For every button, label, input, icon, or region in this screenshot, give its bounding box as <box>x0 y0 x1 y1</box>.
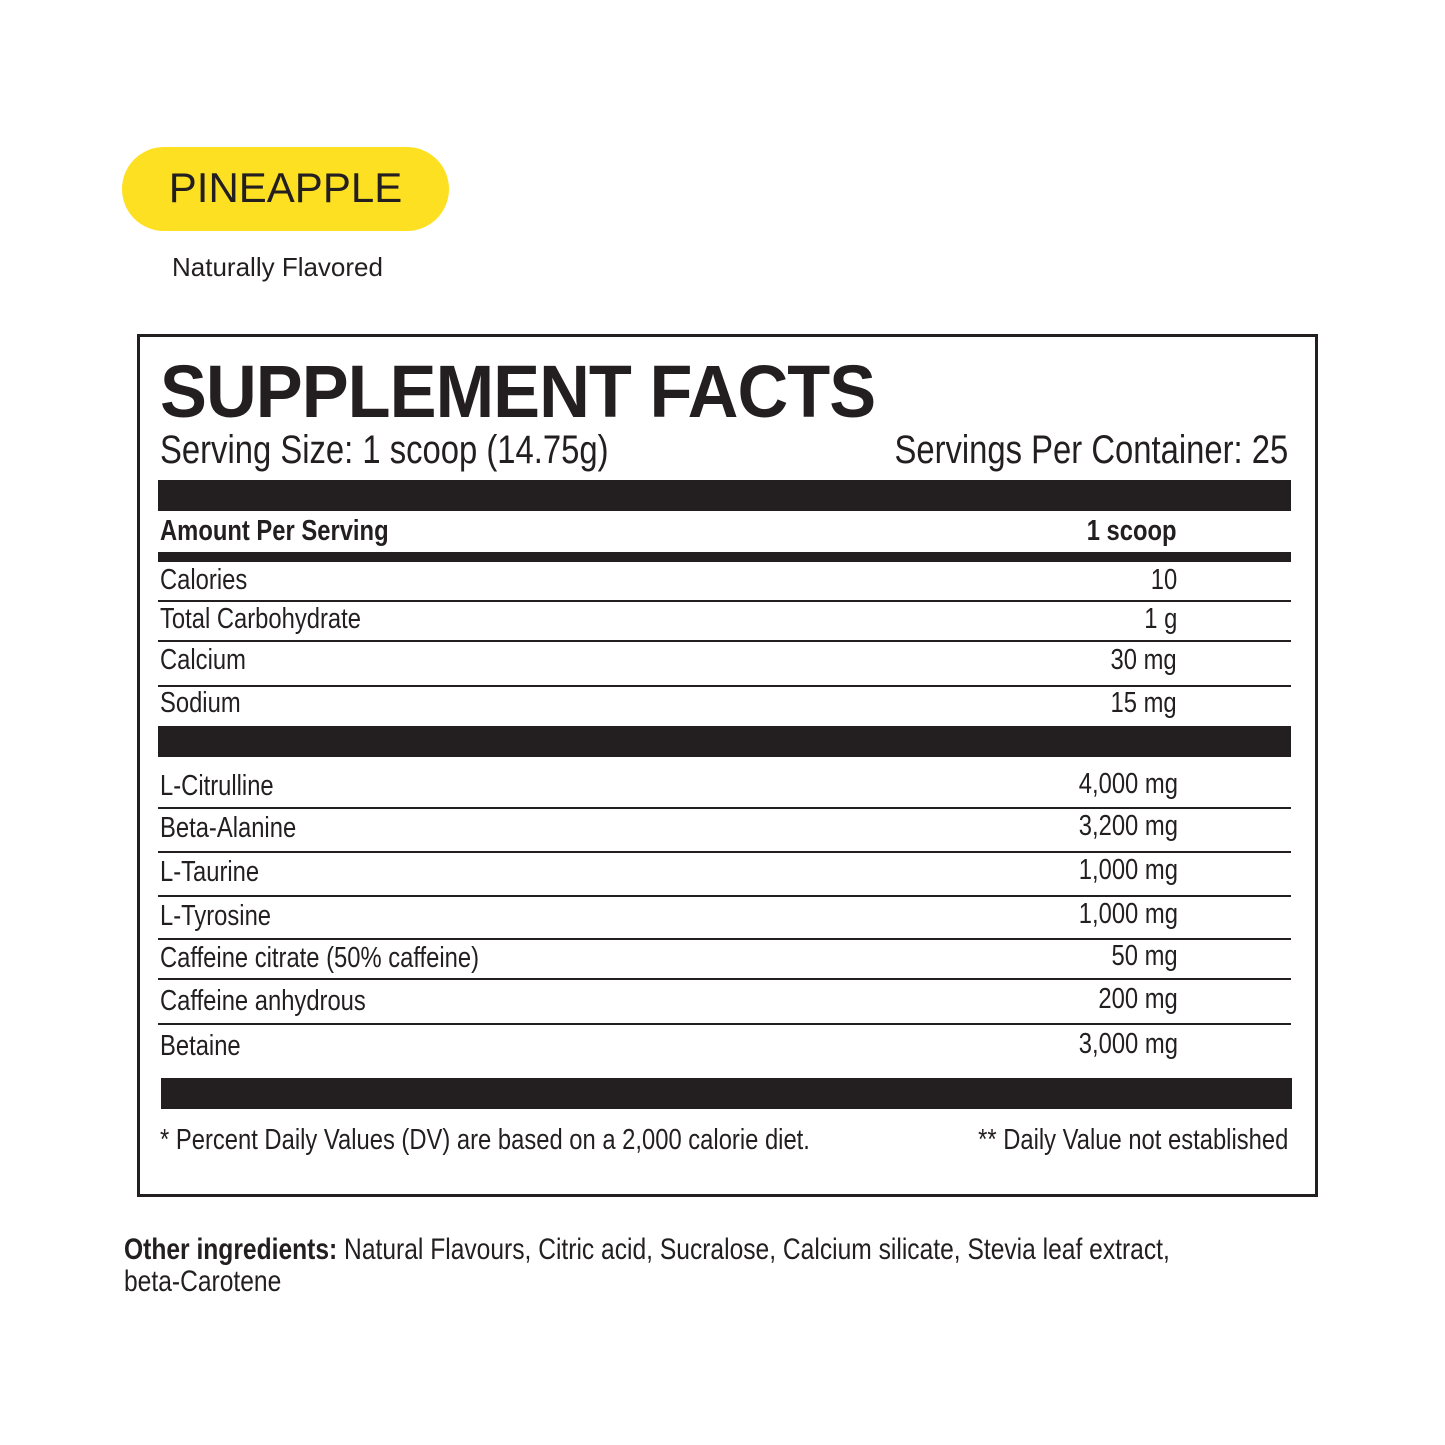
other-ingredients: Other ingredients: Natural Flavours, Cit… <box>124 1234 1170 1266</box>
row-divider <box>158 600 1291 602</box>
row-divider <box>158 685 1291 687</box>
nutrient-amount: 30 mg <box>1110 644 1177 676</box>
divider-bar <box>158 726 1291 757</box>
other-ingredients-line2: beta-Carotene <box>124 1265 282 1298</box>
ingredient-amount: 3,000 mg <box>1078 1028 1178 1060</box>
ingredient-amount: 200 mg <box>1098 983 1178 1015</box>
facts-title: SUPPLEMENT FACTS <box>160 350 876 433</box>
flavor-subtitle: Naturally Flavored <box>172 252 383 282</box>
row-divider <box>158 1023 1291 1025</box>
ingredient-name: Caffeine anhydrous <box>160 985 366 1017</box>
nutrient-amount: 10 <box>1150 564 1177 596</box>
servings-per-container: Servings Per Container: 25 <box>894 428 1288 472</box>
divider-thick <box>158 552 1291 562</box>
nutrient-name: Total Carbohydrate <box>160 603 361 635</box>
footnote-dv: * Percent Daily Values (DV) are based on… <box>160 1124 810 1156</box>
nutrient-name: Calcium <box>160 644 246 676</box>
ingredient-amount: 1,000 mg <box>1078 854 1178 886</box>
row-divider <box>158 895 1291 897</box>
serving-size: Serving Size: 1 scoop (14.75g) <box>160 428 609 472</box>
footnote-not-established: ** Daily Value not established <box>977 1124 1288 1156</box>
row-divider <box>158 978 1291 980</box>
ingredient-amount: 50 mg <box>1111 940 1178 972</box>
ingredient-name: Caffeine citrate (50% caffeine) <box>160 942 480 974</box>
ingredient-name: Beta-Alanine <box>160 812 297 844</box>
divider-bar <box>161 1078 1292 1109</box>
row-divider <box>158 807 1291 809</box>
ingredient-name: L-Taurine <box>160 856 260 888</box>
nutrient-name: Sodium <box>160 687 241 719</box>
ingredient-name: Betaine <box>160 1030 241 1062</box>
row-divider <box>158 938 1291 940</box>
nutrient-amount: 15 mg <box>1110 687 1177 719</box>
ingredient-amount: 1,000 mg <box>1078 898 1178 930</box>
divider-bar <box>158 480 1291 511</box>
other-ingredients-label: Other ingredients: <box>124 1233 338 1266</box>
flavor-badge: PINEAPPLE <box>122 147 449 231</box>
nutrient-amount: 1 g <box>1143 603 1177 635</box>
amount-unit: 1 scoop <box>1087 515 1177 547</box>
flavor-name: PINEAPPLE <box>168 164 403 211</box>
ingredient-name: L-Tyrosine <box>160 900 272 932</box>
row-divider <box>158 851 1291 853</box>
ingredient-amount: 4,000 mg <box>1078 768 1178 800</box>
nutrient-name: Calories <box>160 564 248 596</box>
amount-header: Amount Per Serving <box>160 515 389 547</box>
ingredient-amount: 3,200 mg <box>1078 810 1178 842</box>
row-divider <box>158 640 1291 642</box>
ingredient-name: L-Citrulline <box>160 770 274 802</box>
supplement-facts-panel <box>137 334 1318 1197</box>
other-ingredients-line1: Natural Flavours, Citric acid, Sucralose… <box>337 1233 1170 1266</box>
